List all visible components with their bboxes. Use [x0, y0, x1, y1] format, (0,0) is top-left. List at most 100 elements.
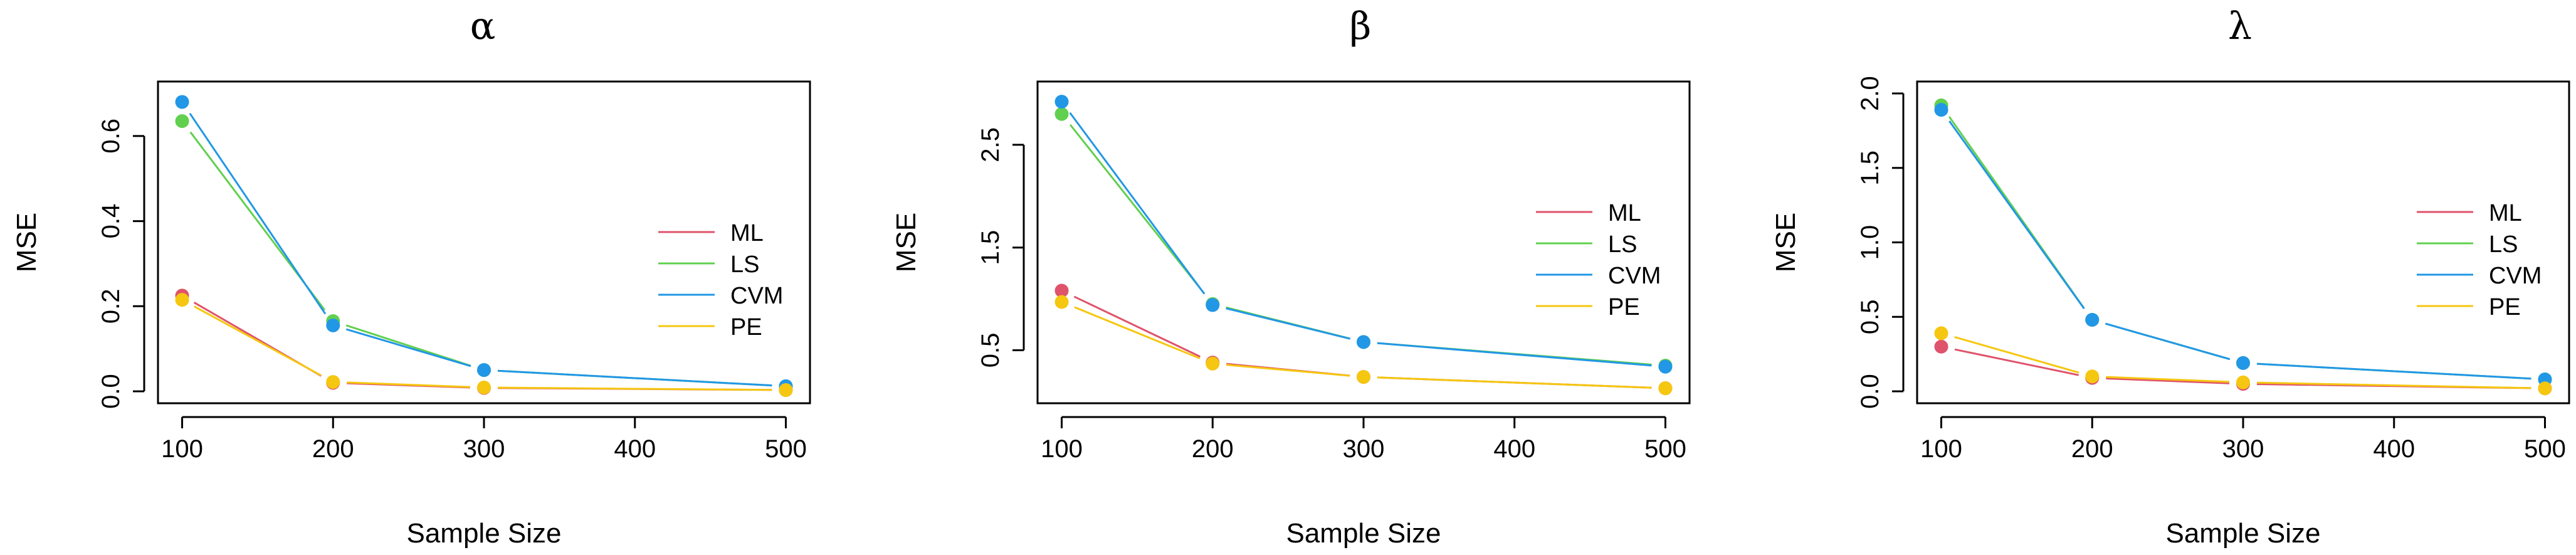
series-segment-pe — [1226, 364, 1350, 377]
series-pe — [1934, 326, 2552, 396]
y-axis-label: MSE — [1770, 213, 1801, 272]
chart-title: λ — [2228, 4, 2252, 48]
legend-label-cvm: CVM — [730, 283, 783, 309]
series-segment-cvm — [2256, 362, 2531, 380]
legend: ML LS CVM PE — [658, 220, 783, 341]
legend-label-ml: ML — [730, 220, 764, 246]
data-point-ml — [1934, 339, 1948, 354]
y-tick-label: 0.6 — [97, 119, 125, 154]
series-segment-pe — [1377, 376, 1652, 389]
data-point-pe — [326, 375, 340, 389]
y-tick-label: 0.5 — [1856, 299, 1884, 334]
legend-label-ls: LS — [2489, 231, 2518, 258]
x-tick-label: 200 — [312, 435, 354, 463]
data-point-pe — [2085, 369, 2100, 384]
x-tick-label: 300 — [2222, 435, 2264, 463]
legend-label-cvm: CVM — [2489, 263, 2542, 289]
series-pe — [1054, 295, 1673, 396]
data-point-pe — [1658, 381, 1673, 396]
legend-label-ls: LS — [730, 251, 759, 278]
x-tick-label: 200 — [2071, 435, 2113, 463]
data-point-cvm — [1658, 359, 1673, 374]
series-ls — [175, 114, 793, 393]
series-segment-pe — [194, 305, 322, 376]
x-axis-label: Sample Size — [2165, 518, 2320, 549]
data-point-cvm — [1934, 103, 1948, 117]
data-point-cvm — [1054, 95, 1069, 109]
chart-panel-1: α 100 200 300 400 500 0.0 0.2 0.4 0.6 Sample Size M… — [11, 4, 811, 549]
x-tick-label: 100 — [1041, 435, 1083, 463]
series-segment-ml — [1954, 348, 2079, 376]
legend-label-pe: PE — [2489, 294, 2521, 320]
data-point-ls — [1054, 107, 1069, 121]
series-segment-cvm — [1069, 112, 1206, 295]
series-segment-cvm — [497, 369, 772, 387]
series-segment-pe — [497, 386, 772, 391]
plot-frame — [157, 80, 811, 404]
legend-label-pe: PE — [1608, 294, 1640, 320]
series-segment-pe — [347, 381, 471, 388]
data-point-pe — [175, 293, 189, 307]
y-tick-label: 0.0 — [97, 374, 125, 409]
data-point-pe — [1206, 356, 1220, 371]
series-pe — [175, 293, 793, 397]
data-point-cvm — [477, 363, 491, 378]
x-tick-label: 500 — [1644, 435, 1686, 463]
y-axis-label: MSE — [891, 213, 922, 272]
y-tick-label: 0.5 — [977, 333, 1004, 368]
data-point-ml — [1054, 283, 1069, 298]
y-axis-label: MSE — [11, 213, 42, 272]
data-point-cvm — [175, 95, 189, 109]
series-segment-cvm — [1226, 307, 1350, 340]
y-tick-label: 1.0 — [1856, 225, 1884, 260]
legend-label-ml: ML — [1608, 200, 1641, 226]
chart-title: α — [470, 4, 496, 48]
data-point-pe — [2236, 375, 2250, 389]
legend-label-ls: LS — [1608, 231, 1637, 258]
plot-frame — [1036, 80, 1691, 404]
data-point-cvm — [2085, 313, 2100, 327]
data-point-pe — [2538, 381, 2552, 396]
legend-label-ml: ML — [2489, 200, 2522, 226]
plot-frame — [1916, 80, 2570, 404]
series-segment-ml — [2106, 377, 2230, 384]
series-segment-cvm — [345, 328, 471, 367]
series-cvm — [175, 95, 793, 393]
series-ls — [1054, 107, 1673, 373]
series-segment-pe — [2106, 376, 2230, 383]
x-tick-label: 300 — [463, 435, 505, 463]
x-tick-label: 400 — [614, 435, 656, 463]
x-tick-label: 400 — [1493, 435, 1535, 463]
chart-title: β — [1350, 4, 1372, 48]
series-segment-ls — [1070, 124, 1205, 294]
y-tick-label: 2.5 — [977, 127, 1004, 162]
series-segment-ml — [1073, 295, 1201, 358]
x-axis-label: Sample Size — [406, 518, 561, 549]
y-tick-label: 2.0 — [1856, 76, 1884, 111]
data-point-pe — [1357, 370, 1370, 384]
x-tick-label: 100 — [1920, 435, 1962, 463]
y-tick-label: 0.2 — [97, 288, 125, 324]
data-point-pe — [779, 383, 793, 397]
x-tick-label: 300 — [1343, 435, 1385, 463]
chart-panel-3: λ 100 200 300 400 500 0.0 0.5 1.0 1.5 2.0 Sample Si… — [1770, 4, 2570, 549]
legend-label-cvm: CVM — [1608, 263, 1661, 289]
series-segment-pe — [1074, 306, 1201, 359]
series-segment-pe — [2256, 381, 2531, 389]
x-tick-label: 200 — [1192, 435, 1234, 463]
series-segment-cvm — [1948, 120, 2085, 310]
x-tick-label: 100 — [161, 435, 203, 463]
data-point-ls — [175, 114, 189, 129]
legend: ML LS CVM PE — [1536, 200, 1661, 320]
series-segment-pe — [1954, 336, 2079, 374]
data-point-cvm — [1357, 335, 1370, 349]
x-tick-label: 500 — [765, 435, 807, 463]
x-tick-label: 400 — [2373, 435, 2415, 463]
series-cvm — [1054, 95, 1673, 374]
data-point-pe — [1054, 295, 1069, 309]
data-point-pe — [1934, 326, 1948, 341]
y-tick-label: 1.5 — [1856, 151, 1884, 186]
series-segment-cvm — [1377, 342, 1652, 367]
data-point-cvm — [1206, 298, 1220, 312]
